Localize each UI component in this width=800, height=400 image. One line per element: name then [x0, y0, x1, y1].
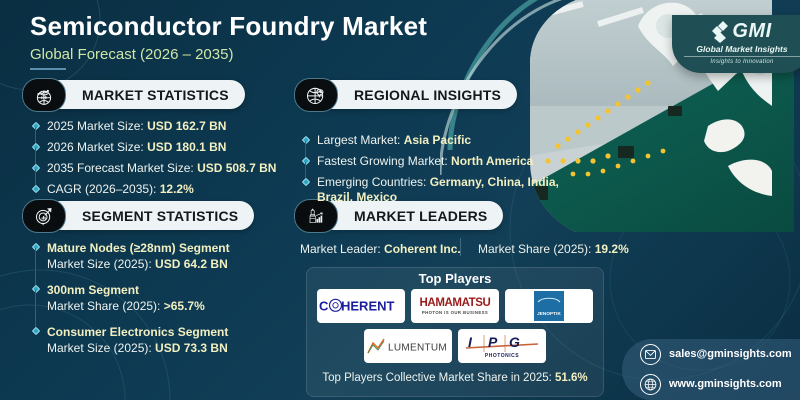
svg-text:C: C [319, 299, 329, 314]
svg-text:JENOPTIK: JENOPTIK [537, 311, 561, 316]
svg-text:HAMAMATSU: HAMAMATSU [420, 297, 491, 309]
svg-text:P: P [488, 334, 498, 350]
svg-text:PHOTON IS OUR BUSINESS: PHOTON IS OUR BUSINESS [422, 310, 488, 315]
svg-text:G: G [509, 334, 520, 350]
svg-text:HERENT: HERENT [341, 299, 395, 314]
svg-text:LUMENTUM: LUMENTUM [388, 343, 447, 354]
svg-text:PHOTONICS: PHOTONICS [485, 353, 519, 359]
